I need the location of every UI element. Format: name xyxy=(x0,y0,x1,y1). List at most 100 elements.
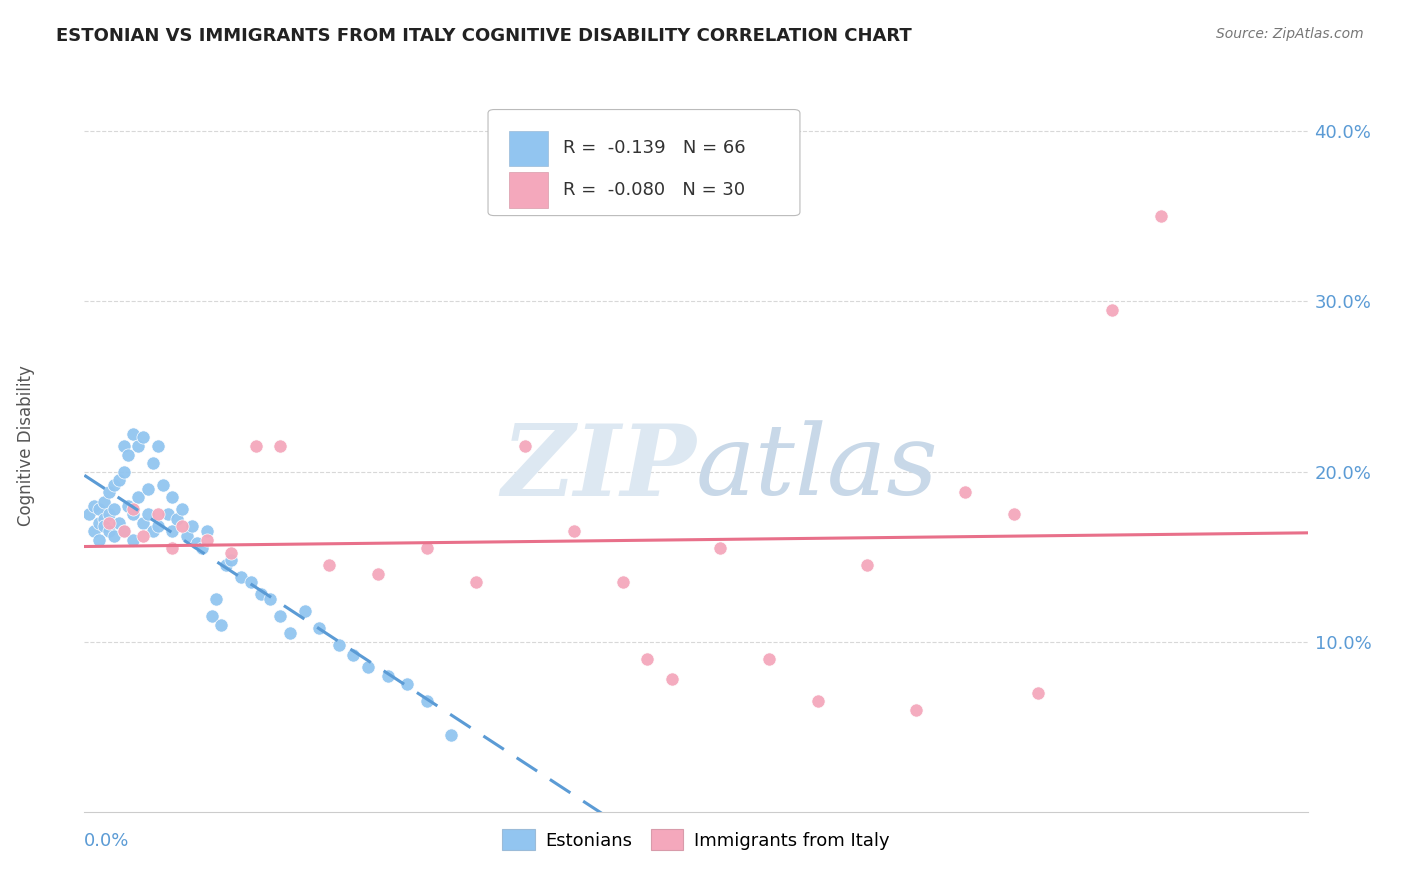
Point xyxy=(1150,210,1173,224)
Point xyxy=(229,570,252,584)
Point xyxy=(367,566,389,581)
Point xyxy=(215,558,238,572)
Text: R =  -0.080   N = 30: R = -0.080 N = 30 xyxy=(562,181,745,199)
Point xyxy=(122,502,145,516)
Point xyxy=(127,490,149,504)
Point xyxy=(856,558,879,572)
Point xyxy=(440,728,463,742)
Point xyxy=(156,507,179,521)
Point xyxy=(103,478,125,492)
Point xyxy=(172,502,194,516)
Point xyxy=(107,473,129,487)
Point xyxy=(636,651,658,665)
Point xyxy=(219,553,242,567)
Point xyxy=(93,495,115,509)
Point xyxy=(166,512,188,526)
Point xyxy=(562,524,585,538)
Point xyxy=(87,502,110,516)
Text: 0.0%: 0.0% xyxy=(84,832,129,850)
Point xyxy=(136,482,159,496)
Point xyxy=(97,516,120,530)
Point xyxy=(396,677,419,691)
Point xyxy=(112,524,135,538)
Point xyxy=(278,626,301,640)
Point xyxy=(318,558,340,572)
FancyBboxPatch shape xyxy=(509,131,548,166)
Point xyxy=(132,516,155,530)
Point xyxy=(117,448,139,462)
Point xyxy=(269,609,291,624)
Point xyxy=(112,524,135,538)
Point xyxy=(377,668,399,682)
Point xyxy=(162,541,184,555)
Point xyxy=(953,484,976,499)
Point xyxy=(103,502,125,516)
Text: R =  -0.139   N = 66: R = -0.139 N = 66 xyxy=(562,139,745,157)
Point xyxy=(1002,507,1025,521)
Point xyxy=(209,617,232,632)
Point xyxy=(464,575,486,590)
Point xyxy=(142,456,165,470)
Text: ESTONIAN VS IMMIGRANTS FROM ITALY COGNITIVE DISABILITY CORRELATION CHART: ESTONIAN VS IMMIGRANTS FROM ITALY COGNIT… xyxy=(56,27,912,45)
Point xyxy=(97,524,120,538)
Point xyxy=(328,638,350,652)
Point xyxy=(195,533,218,547)
FancyBboxPatch shape xyxy=(488,110,800,216)
Point xyxy=(416,541,439,555)
Point xyxy=(259,592,281,607)
Point xyxy=(1101,302,1123,317)
Point xyxy=(97,484,120,499)
Point xyxy=(269,439,291,453)
Point xyxy=(122,507,145,521)
Point xyxy=(205,592,228,607)
Point xyxy=(142,524,165,538)
Point xyxy=(807,694,830,708)
Point xyxy=(117,499,139,513)
Text: ZIP: ZIP xyxy=(501,420,696,516)
Legend: Estonians, Immigrants from Italy: Estonians, Immigrants from Italy xyxy=(495,822,897,857)
Point xyxy=(146,439,169,453)
Point xyxy=(357,660,380,674)
Point xyxy=(905,703,928,717)
Point xyxy=(146,519,169,533)
Point xyxy=(87,516,110,530)
Text: Source: ZipAtlas.com: Source: ZipAtlas.com xyxy=(1216,27,1364,41)
FancyBboxPatch shape xyxy=(509,172,548,208)
Point xyxy=(245,439,267,453)
Point xyxy=(127,439,149,453)
Point xyxy=(1028,686,1050,700)
Y-axis label: Cognitive Disability: Cognitive Disability xyxy=(17,366,35,526)
Point xyxy=(612,575,634,590)
Point xyxy=(93,519,115,533)
Point xyxy=(136,507,159,521)
Point xyxy=(152,478,174,492)
Point xyxy=(162,490,184,504)
Point xyxy=(87,533,110,547)
Point xyxy=(249,587,271,601)
Point xyxy=(162,524,184,538)
Point xyxy=(112,439,135,453)
Point xyxy=(219,546,242,560)
Point xyxy=(200,609,222,624)
Point xyxy=(172,519,194,533)
Point xyxy=(112,465,135,479)
Point xyxy=(146,507,169,521)
Point xyxy=(97,507,120,521)
Point xyxy=(93,512,115,526)
Point xyxy=(132,430,155,444)
Text: atlas: atlas xyxy=(696,420,939,516)
Point xyxy=(132,529,155,543)
Point xyxy=(758,651,780,665)
Point xyxy=(513,439,536,453)
Point xyxy=(709,541,731,555)
Point xyxy=(103,529,125,543)
Point xyxy=(122,427,145,442)
Point xyxy=(176,529,198,543)
Point xyxy=(191,541,214,555)
Point xyxy=(342,648,364,663)
Point xyxy=(107,516,129,530)
Point xyxy=(122,533,145,547)
Point xyxy=(416,694,439,708)
Point xyxy=(83,524,105,538)
Point xyxy=(294,604,316,618)
